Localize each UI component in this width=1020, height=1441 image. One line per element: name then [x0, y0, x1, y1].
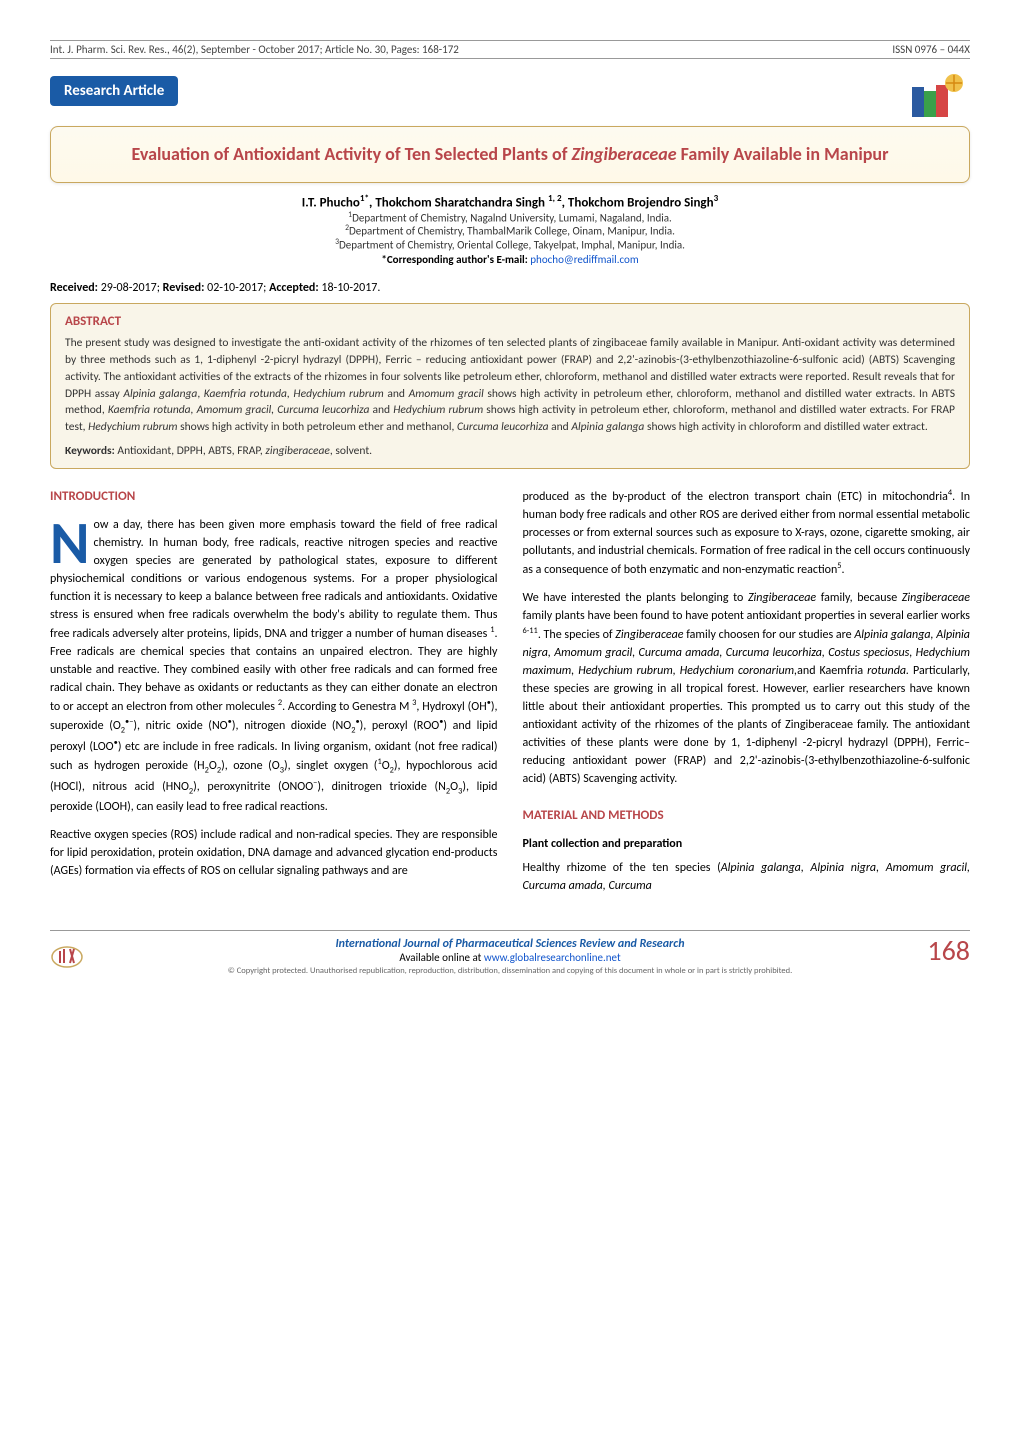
footer-logo-icon: [50, 939, 84, 974]
intro-p1: Now a day, there has been given more emp…: [50, 516, 498, 816]
right-column: produced as the by-product of the electr…: [523, 469, 971, 906]
authors: I.T. Phucho1*, Thokchom Sharatchandra Si…: [50, 193, 970, 210]
left-column: INTRODUCTION Now a day, there has been g…: [50, 469, 498, 906]
keywords: Keywords: Antioxidant, DPPH, ABTS, FRAP,…: [65, 444, 955, 458]
intro-p2: Reactive oxygen species (ROS) include ra…: [50, 826, 498, 880]
affiliation-3: 3Department of Chemistry, Oriental Colle…: [50, 238, 970, 252]
received-label: Received:: [50, 281, 98, 295]
received-date: 29-08-2017;: [101, 281, 160, 295]
col2-p2: We have interested the plants belonging …: [523, 589, 971, 788]
corr-email: phocho@rediffmail.com: [530, 253, 638, 266]
footer-copyright: © Copyright protected. Unauthorised repu…: [50, 966, 970, 976]
footer-avail: Available online at www.globalresearchon…: [50, 951, 970, 964]
col2-p3: Healthy rhizome of the ten species (Alpi…: [523, 859, 971, 895]
title-box: Evaluation of Antioxidant Activity of Te…: [50, 126, 970, 183]
page-header: Int. J. Pharm. Sci. Rev. Res., 46(2), Se…: [50, 40, 970, 59]
affiliation-2: 2Department of Chemistry, ThambalMarik C…: [50, 224, 970, 238]
affiliation-1: 1Department of Chemistry, Nagalnd Univer…: [50, 211, 970, 225]
corresponding: *Corresponding author's E-mail: phocho@r…: [50, 253, 970, 266]
keywords-label: Keywords:: [65, 444, 115, 458]
footer-journal: International Journal of Pharmaceutical …: [50, 937, 970, 951]
material-methods-title: MATERIAL AND METHODS: [523, 806, 971, 826]
abstract-title: ABSTRACT: [65, 314, 955, 329]
corr-label: *Corresponding author's E-mail:: [381, 253, 527, 266]
dropcap: N: [50, 516, 94, 568]
accepted-date: 18-10-2017.: [321, 281, 380, 295]
col2-p1: produced as the by-product of the electr…: [523, 487, 971, 579]
article-title: Evaluation of Antioxidant Activity of Te…: [71, 142, 949, 167]
footer-url: www.globalresearchonline.net: [484, 951, 621, 964]
header-right: ISSN 0976 – 044X: [892, 43, 970, 56]
page-number: 168: [927, 933, 970, 968]
research-article-tag: Research Article: [50, 76, 178, 106]
revised-label: Revised:: [163, 281, 205, 295]
header-left: Int. J. Pharm. Sci. Rev. Res., 46(2), Se…: [50, 43, 459, 56]
footer: International Journal of Pharmaceutical …: [50, 930, 970, 976]
subsection-plant: Plant collection and preparation: [523, 835, 971, 853]
revised-date: 02-10-2017;: [207, 281, 266, 295]
abstract-text: The present study was designed to invest…: [65, 335, 955, 435]
accepted-label: Accepted:: [269, 281, 319, 295]
abstract-box: ABSTRACT The present study was designed …: [50, 303, 970, 468]
intro-title: INTRODUCTION: [50, 487, 498, 507]
journal-icon: [910, 71, 970, 126]
dates-row: Received: 29-08-2017; Revised: 02-10-201…: [50, 281, 970, 295]
